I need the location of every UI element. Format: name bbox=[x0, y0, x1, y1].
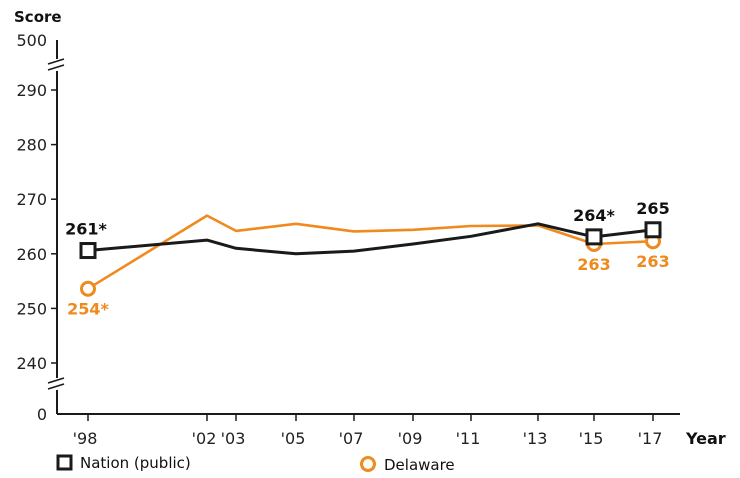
x-tick-label: '07 bbox=[339, 429, 364, 448]
y-tick-label: 260 bbox=[16, 245, 47, 264]
series-markers bbox=[79, 221, 662, 297]
data-label: 264* bbox=[573, 206, 615, 225]
x-tick-label: '03 bbox=[221, 429, 246, 448]
series-line bbox=[87, 222, 654, 256]
data-point bbox=[80, 280, 96, 297]
series-lines bbox=[87, 214, 654, 290]
x-axis-title: Year bbox=[685, 429, 726, 448]
x-tick-label: '02 bbox=[192, 429, 217, 448]
axis-break-bottom bbox=[47, 377, 65, 390]
data-point bbox=[79, 242, 97, 260]
data-label: 263 bbox=[636, 252, 669, 271]
legend-label-delaware: Delaware bbox=[384, 456, 455, 474]
axis-break-slash bbox=[47, 377, 65, 384]
x-tick-label: '09 bbox=[398, 429, 423, 448]
series-line bbox=[87, 214, 654, 290]
axis-break-slash bbox=[47, 383, 65, 390]
x-tick-label: '13 bbox=[523, 429, 548, 448]
x-tick-label: '11 bbox=[456, 429, 481, 448]
axis-break-top bbox=[47, 58, 65, 71]
x-tick-label: '15 bbox=[579, 429, 604, 448]
legend-marker-delaware bbox=[360, 456, 376, 472]
y-tick-label: 290 bbox=[16, 81, 47, 100]
y-tick-label: 280 bbox=[16, 136, 47, 155]
data-label: 261* bbox=[65, 220, 107, 239]
data-label: 263 bbox=[577, 255, 610, 274]
data-point bbox=[585, 228, 603, 246]
data-label: 254* bbox=[67, 300, 109, 319]
x-tick-label: '05 bbox=[281, 429, 306, 448]
data-point bbox=[644, 221, 662, 239]
data-label: 265 bbox=[636, 199, 669, 218]
legend-label-nation: Nation (public) bbox=[80, 454, 191, 472]
y-tick-label: 270 bbox=[16, 190, 47, 209]
axis-break-slash bbox=[47, 64, 65, 71]
y-tick-label: 0 bbox=[37, 405, 47, 424]
legend: Nation (public) Delaware bbox=[56, 454, 455, 474]
axis-break-slash bbox=[47, 58, 65, 65]
x-tick-label: '98 bbox=[73, 429, 98, 448]
y-axis-title: Score bbox=[14, 8, 62, 26]
data-labels: 261* 264* 265 254* 263 263 bbox=[65, 199, 670, 319]
legend-marker-nation bbox=[56, 454, 73, 471]
y-tick-label: 500 bbox=[16, 31, 47, 50]
x-tick-label: '17 bbox=[638, 429, 663, 448]
y-tick-label: 240 bbox=[16, 354, 47, 373]
axes: 500 240 250 260 270 280 290 0 Score Year '98 '02'03… bbox=[14, 8, 726, 448]
y-tick-label: 250 bbox=[16, 299, 47, 318]
